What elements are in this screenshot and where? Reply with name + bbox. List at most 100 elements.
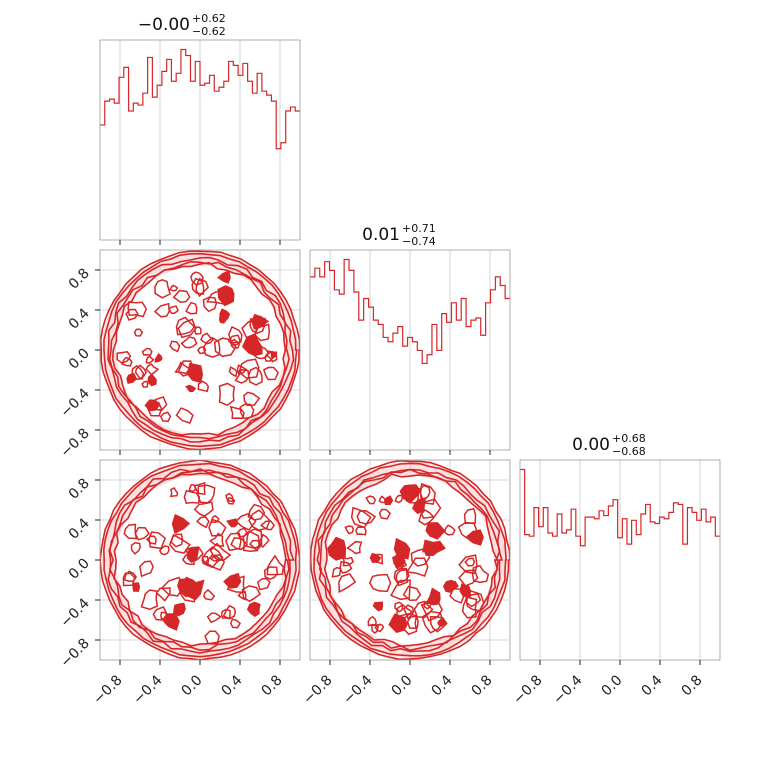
contour-blob [257, 533, 270, 549]
contour-blob [177, 318, 197, 339]
contour-blob [185, 301, 198, 315]
contour-blob [153, 302, 170, 318]
contour-blob [413, 600, 434, 619]
contour-blob [367, 615, 377, 627]
contour-blob [145, 355, 155, 364]
contour-blob [209, 532, 225, 547]
x-tick-label: 0.8 [259, 672, 286, 699]
contour-blob [388, 613, 408, 634]
contour-blob [177, 578, 197, 598]
contour-blob [396, 603, 414, 621]
contour-blob [132, 582, 141, 592]
contour-blob [256, 577, 271, 591]
contour-blob [378, 508, 392, 520]
contour-blob [402, 585, 422, 601]
contour-blob [465, 589, 485, 612]
contour-blob [230, 536, 248, 551]
contour-blob [169, 284, 179, 292]
y-tick-label: −0.4 [57, 595, 92, 630]
x-tick-label: −0.8 [90, 672, 125, 707]
contour-blob [196, 515, 210, 529]
contour-blob [356, 509, 377, 525]
x-tick-label: −0.8 [510, 672, 545, 707]
contour-blob [394, 601, 404, 613]
contour-blob [418, 484, 431, 503]
contour-ring [111, 261, 287, 436]
contour-blob [197, 484, 216, 504]
contour-blob [372, 553, 384, 565]
contour-blob [218, 315, 227, 324]
contour-blob [145, 363, 160, 376]
contour-blob [405, 557, 429, 577]
contour-blob [125, 308, 139, 321]
joint-contours [100, 250, 300, 450]
contour-blob [175, 407, 194, 425]
contour-ring [113, 472, 288, 647]
contour-blob [163, 613, 180, 631]
contour-blob [239, 403, 255, 420]
contour-blob [417, 498, 442, 520]
contour-blob [127, 301, 148, 318]
contour-blob [200, 332, 215, 345]
contour-blob [259, 520, 276, 531]
contour-blob [338, 573, 357, 594]
contour-blob [229, 618, 242, 629]
contour-blob [139, 560, 155, 578]
contour-ring [107, 468, 295, 654]
marginal-title-plus: +0.62 [192, 12, 226, 25]
contour-ring [316, 468, 503, 653]
contour-blob [393, 537, 411, 560]
contour-blob [458, 569, 479, 587]
y-tick-label: −0.8 [57, 426, 92, 461]
contour-blob [390, 579, 411, 601]
marginal-title-median: 0.01 [362, 225, 400, 245]
contour-blob [154, 352, 163, 363]
contour-blob [171, 513, 191, 534]
contour-blob [133, 328, 144, 337]
contour-blob [425, 587, 441, 606]
contour-blob [169, 340, 181, 353]
contour-blob [122, 572, 136, 587]
contour-blob [145, 535, 157, 545]
marginal-grid [539, 460, 701, 660]
contour-blob [131, 364, 145, 380]
contour-blob [140, 589, 159, 611]
marginal-title-median: −0.00 [138, 15, 190, 35]
contour-blob [206, 612, 222, 624]
contour-blob [403, 487, 420, 504]
contour-blob [185, 546, 204, 561]
contour-blob [225, 492, 234, 503]
contour-blob [418, 508, 436, 526]
contour-blob [263, 566, 278, 581]
contour-blob [238, 358, 260, 379]
contour-ring [323, 473, 499, 648]
marginal-grid [329, 250, 491, 450]
contour-blob [193, 501, 214, 517]
contour-blob [195, 277, 209, 298]
contour-blob [159, 411, 172, 422]
contour-blob [169, 487, 179, 498]
contour-blob [180, 336, 198, 349]
contour-blob [174, 361, 191, 375]
contour-blob [331, 566, 342, 578]
histogram-step [100, 48, 300, 150]
contour-blob [365, 495, 377, 505]
contour-blob [461, 595, 478, 619]
contour-blob [217, 270, 231, 284]
x-tick-label: −0.8 [300, 672, 335, 707]
contour-blob [147, 373, 157, 387]
histogram-step [310, 258, 510, 365]
contour-blob [154, 278, 171, 299]
contour-blob [196, 346, 207, 355]
contour-blob [412, 497, 426, 515]
x-tick-label: −0.4 [130, 672, 165, 707]
contour-blob [248, 509, 271, 532]
contour-blob [442, 579, 459, 594]
contour-blob [183, 489, 201, 505]
y-tick-label: 0.8 [66, 476, 93, 503]
contour-ring [100, 250, 300, 450]
marginal-title-plus: +0.71 [402, 222, 436, 235]
contour-blob [370, 623, 380, 634]
contour-blob [141, 380, 149, 388]
